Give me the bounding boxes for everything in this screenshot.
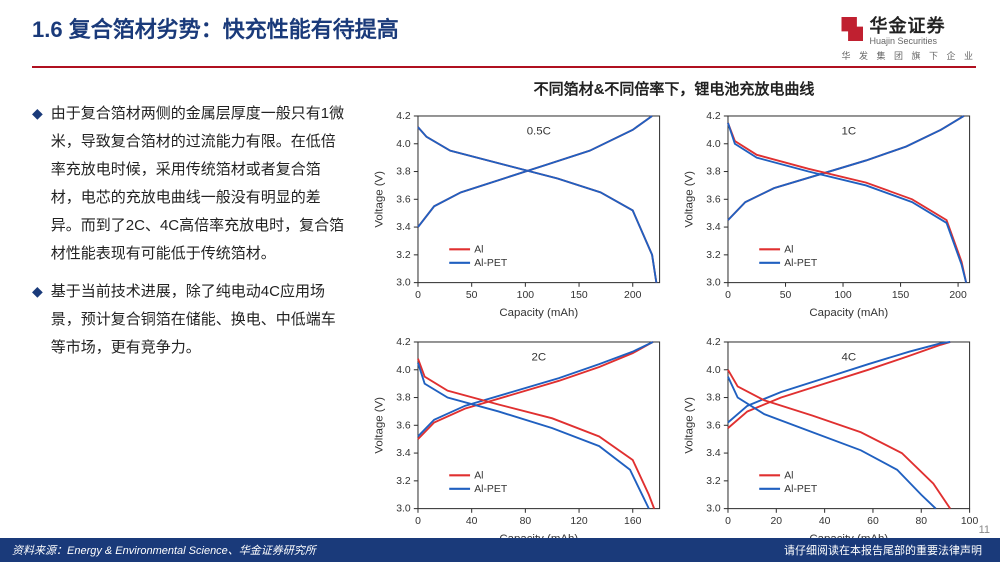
svg-text:Capacity (mAh): Capacity (mAh)	[809, 307, 888, 319]
svg-text:150: 150	[570, 290, 588, 301]
svg-text:80: 80	[915, 516, 927, 527]
svg-text:3.6: 3.6	[396, 194, 411, 205]
svg-text:4.2: 4.2	[396, 337, 411, 348]
chart-2c: 3.0 3.2 3.4 3.6 3.8 4.0 4.2 0 40 80 120 160 Voltage …	[368, 327, 670, 549]
svg-text:4C: 4C	[841, 351, 856, 363]
svg-text:3.0: 3.0	[706, 278, 721, 289]
logo-subtext: 华 发 集 团 旗 下 企 业	[841, 49, 976, 62]
charts-title: 不同箔材&不同倍率下，锂电池充放电曲线	[368, 78, 980, 99]
svg-text:2C: 2C	[531, 351, 546, 363]
bullet-item: ◆ 基于当前技术进展，除了纯电动4C应用场景，预计复合铜箔在储能、换电、中低端车…	[32, 278, 350, 362]
svg-text:4.0: 4.0	[706, 364, 721, 375]
svg-text:3.6: 3.6	[706, 194, 721, 205]
svg-text:3.0: 3.0	[396, 503, 411, 514]
svg-text:Voltage (V): Voltage (V)	[684, 171, 696, 228]
svg-text:3.4: 3.4	[396, 222, 411, 233]
svg-text:120: 120	[570, 516, 588, 527]
svg-text:0: 0	[725, 290, 731, 301]
svg-text:3.8: 3.8	[396, 167, 411, 178]
diamond-icon: ◆	[32, 100, 43, 268]
svg-text:3.2: 3.2	[706, 476, 721, 487]
footer-bar: 资料来源：Energy & Environmental Science、华金证券…	[0, 538, 1000, 562]
header: 1.6 复合箔材劣势：快充性能有待提高 华金证券 Huajin Securiti…	[0, 0, 1000, 66]
svg-text:150: 150	[892, 290, 910, 301]
svg-text:3.8: 3.8	[706, 392, 721, 403]
body: ◆ 由于复合箔材两侧的金属层厚度一般只有1微米，导致复合箔材的过流能力有限。在低…	[0, 68, 1000, 534]
svg-text:3.2: 3.2	[396, 250, 411, 261]
svg-text:4.0: 4.0	[706, 139, 721, 150]
svg-text:60: 60	[867, 516, 879, 527]
svg-text:4.2: 4.2	[396, 111, 411, 122]
svg-text:3.2: 3.2	[706, 250, 721, 261]
svg-text:4.2: 4.2	[706, 337, 721, 348]
svg-text:40: 40	[819, 516, 831, 527]
diamond-icon: ◆	[32, 278, 43, 362]
bullet-text: 由于复合箔材两侧的金属层厚度一般只有1微米，导致复合箔材的过流能力有限。在低倍率…	[51, 100, 350, 268]
svg-text:100: 100	[961, 516, 979, 527]
svg-text:3.4: 3.4	[706, 222, 721, 233]
svg-text:200: 200	[949, 290, 967, 301]
page-number: 11	[979, 524, 990, 536]
svg-text:100: 100	[517, 290, 535, 301]
svg-text:Al-PET: Al-PET	[474, 258, 508, 269]
chart-1c: 3.0 3.2 3.4 3.6 3.8 4.0 4.2 0 50 100 150 200 Voltage…	[678, 101, 980, 323]
svg-text:3.0: 3.0	[396, 278, 411, 289]
svg-text:Al-PET: Al-PET	[474, 484, 508, 495]
svg-text:40: 40	[466, 516, 478, 527]
logo-block: 华金证券 Huajin Securities 华 发 集 团 旗 下 企 业	[841, 12, 976, 62]
charts-column: 不同箔材&不同倍率下，锂电池充放电曲线 3.0 3.2 3.4 3.6 3.8 4.0 4.…	[368, 78, 980, 534]
charts-grid: 3.03.23.43.63.84.04.2050100150200Voltage…	[368, 101, 980, 529]
svg-text:4.2: 4.2	[706, 111, 721, 122]
svg-text:20: 20	[771, 516, 783, 527]
logo-text-cn: 华金证券	[869, 12, 945, 38]
logo-icon	[841, 17, 863, 41]
svg-text:3.4: 3.4	[396, 448, 411, 459]
bullet-item: ◆ 由于复合箔材两侧的金属层厚度一般只有1微米，导致复合箔材的过流能力有限。在低…	[32, 100, 350, 268]
bullet-text: 基于当前技术进展，除了纯电动4C应用场景，预计复合铜箔在储能、换电、中低端车等市…	[51, 278, 350, 362]
svg-text:Al: Al	[474, 244, 483, 255]
chart-0.5c: 3.0 3.2 3.4 3.6 3.8 4.0 4.2 0 50 100 150 200 Voltage…	[368, 101, 670, 323]
svg-text:3.8: 3.8	[396, 392, 411, 403]
svg-text:1C: 1C	[841, 126, 856, 138]
svg-text:3.6: 3.6	[706, 420, 721, 431]
svg-text:Al: Al	[784, 470, 793, 481]
svg-text:4.0: 4.0	[396, 364, 411, 375]
svg-text:4.0: 4.0	[396, 139, 411, 150]
svg-text:Al-PET: Al-PET	[784, 484, 818, 495]
svg-text:160: 160	[624, 516, 642, 527]
legal-text: 请仔细阅读在本报告尾部的重要法律声明	[784, 542, 982, 558]
svg-text:3.8: 3.8	[706, 167, 721, 178]
svg-text:Al: Al	[784, 244, 793, 255]
text-column: ◆ 由于复合箔材两侧的金属层厚度一般只有1微米，导致复合箔材的过流能力有限。在低…	[32, 78, 350, 534]
svg-text:3.6: 3.6	[396, 420, 411, 431]
svg-text:Voltage (V): Voltage (V)	[684, 396, 696, 453]
svg-text:100: 100	[834, 290, 852, 301]
svg-text:Voltage (V): Voltage (V)	[374, 171, 386, 228]
svg-text:Capacity (mAh): Capacity (mAh)	[499, 307, 578, 319]
svg-text:80: 80	[520, 516, 532, 527]
svg-text:3.0: 3.0	[706, 503, 721, 514]
svg-text:50: 50	[780, 290, 792, 301]
svg-text:50: 50	[466, 290, 478, 301]
source-text: 资料来源：Energy & Environmental Science、华金证券…	[12, 542, 316, 558]
page-title: 1.6 复合箔材劣势：快充性能有待提高	[32, 12, 399, 44]
svg-text:3.4: 3.4	[706, 448, 721, 459]
svg-text:Al: Al	[474, 470, 483, 481]
svg-text:0: 0	[415, 290, 421, 301]
svg-text:0: 0	[415, 516, 421, 527]
logo-text-en: Huajin Securities	[869, 36, 945, 46]
svg-text:Voltage (V): Voltage (V)	[374, 396, 386, 453]
svg-text:200: 200	[624, 290, 642, 301]
svg-text:0: 0	[725, 516, 731, 527]
svg-text:0.5C: 0.5C	[527, 126, 551, 138]
chart-4c: 3.0 3.2 3.4 3.6 3.8 4.0 4.2 0 20 40 60 80 100 Voltage…	[678, 327, 980, 549]
svg-text:Al-PET: Al-PET	[784, 258, 818, 269]
svg-text:3.2: 3.2	[396, 476, 411, 487]
